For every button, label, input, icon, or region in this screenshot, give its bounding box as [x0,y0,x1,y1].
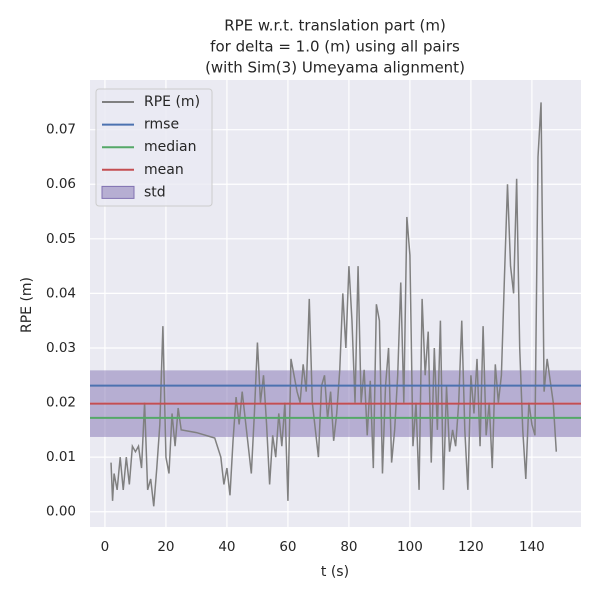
y-tick-label: 0.04 [46,285,76,301]
x-tick-label: 140 [519,539,545,555]
x-tick-label: 60 [279,539,296,555]
y-tick-label: 0.05 [46,231,76,247]
legend-box [95,88,213,207]
x-tick-label: 20 [157,539,174,555]
x-tick-label: 120 [458,539,484,555]
legend-label: RPE (m) [144,94,200,110]
y-tick-label: 0.01 [46,449,76,465]
legend-label: mean [144,162,184,178]
y-axis-label: RPE (m) [19,277,35,333]
chart-title: for delta = 1.0 (m) using all pairs [210,38,460,56]
x-axis-label: t (s) [321,564,349,580]
legend-label: rmse [144,117,179,133]
y-tick-label: 0.07 [46,122,76,138]
x-tick-label: 100 [397,539,423,555]
chart-title: RPE w.r.t. translation part (m) [224,17,446,35]
x-tick-label: 0 [101,539,110,555]
x-tick-label: 80 [340,539,357,555]
y-tick-label: 0.03 [46,340,76,356]
legend-swatch [101,185,135,199]
legend-label: std [144,184,166,200]
chart-title: (with Sim(3) Umeyama alignment) [205,59,465,77]
y-tick-label: 0.06 [46,176,76,192]
y-tick-label: 0.00 [46,504,76,520]
legend-label: median [144,139,196,155]
rpe-line [110,102,558,507]
y-tick-label: 0.02 [46,395,76,411]
x-tick-label: 40 [218,539,235,555]
